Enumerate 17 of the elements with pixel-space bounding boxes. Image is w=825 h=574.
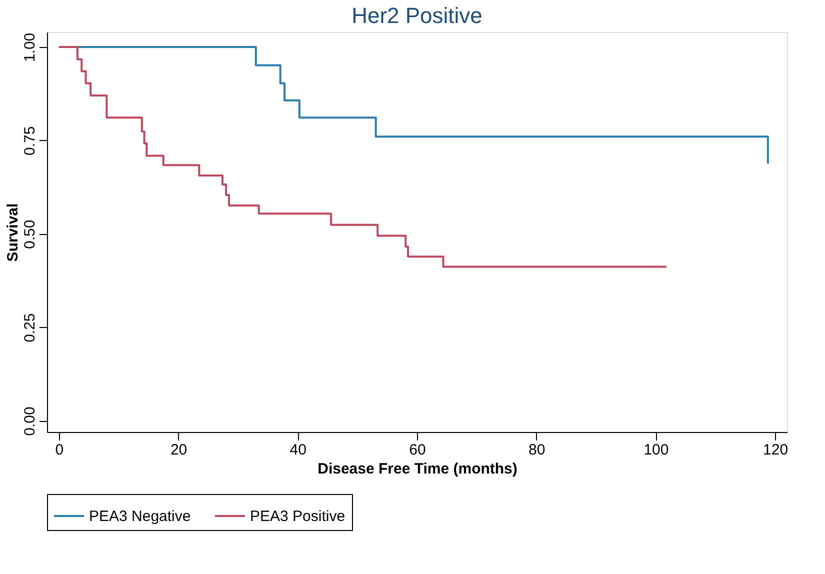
chart-title: Her2 Positive [352, 3, 482, 28]
y-tick-label: 0.00 [22, 406, 38, 436]
x-tick-label: 100 [644, 442, 669, 458]
y-tick-label: 0.25 [22, 313, 38, 342]
legend-label: PEA3 Negative [89, 508, 191, 525]
x-tick-label: 120 [763, 442, 788, 458]
y-tick-label: 0.50 [22, 220, 38, 249]
legend-label: PEA3 Positive [250, 508, 346, 525]
x-tick-label: 40 [290, 442, 306, 458]
y-tick-label: 1.00 [22, 32, 38, 62]
x-tick-label: 60 [409, 442, 426, 458]
x-tick-label: 0 [55, 442, 64, 458]
x-tick-label: 20 [170, 442, 188, 458]
x-tick-label: 80 [528, 442, 546, 458]
x-axis-title: Disease Free Time (months) [318, 460, 518, 478]
y-axis-title: Survival [4, 203, 22, 262]
y-tick-label: 0.75 [22, 126, 38, 156]
